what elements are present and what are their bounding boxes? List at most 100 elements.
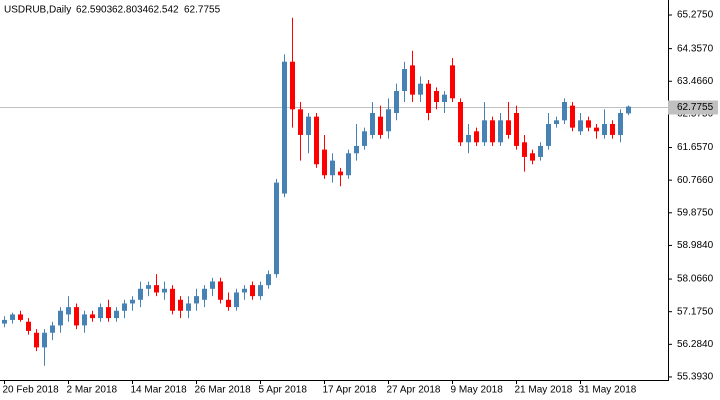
candle-body <box>282 61 287 194</box>
candle-body <box>210 281 215 289</box>
y-tick-label: 65.2750 <box>677 10 714 21</box>
y-tick-label: 61.6570 <box>677 142 714 153</box>
candle-body <box>298 109 303 135</box>
x-tick-label: 27 Apr 2018 <box>387 385 441 396</box>
x-tick-label: 31 May 2018 <box>579 385 637 396</box>
candle-body <box>378 116 383 135</box>
candle-body <box>50 325 55 333</box>
candle-body <box>442 94 447 102</box>
candle-body <box>458 101 463 143</box>
candle-body <box>402 69 407 92</box>
y-tick-label: 56.2840 <box>677 339 714 350</box>
candle-body <box>258 285 263 297</box>
candle-body <box>506 120 511 135</box>
candle-body <box>130 299 135 304</box>
y-tick-label: 57.1750 <box>677 306 714 317</box>
x-tick-label: 9 May 2018 <box>451 385 504 396</box>
candle-body <box>98 307 103 319</box>
candle-body <box>586 120 591 128</box>
candle-body <box>306 116 311 135</box>
x-tick-label: 5 Apr 2018 <box>259 385 308 396</box>
candle-body <box>218 281 223 300</box>
header-low: 62.542 <box>148 5 179 16</box>
candle-body <box>42 332 47 348</box>
candle-body <box>474 131 479 143</box>
chart-title: USDRUB,Daily <box>4 5 71 16</box>
candle-body <box>514 112 519 146</box>
candle-body <box>162 288 167 293</box>
candle-body <box>338 171 343 176</box>
candle-body <box>602 123 607 135</box>
candle-body <box>10 314 15 320</box>
candle-body <box>546 123 551 146</box>
candle-body <box>370 112 375 135</box>
candle-body <box>562 101 567 121</box>
candle-body <box>186 303 191 311</box>
candle-body <box>290 61 295 110</box>
candle-body <box>354 145 359 154</box>
candle-body <box>66 307 71 315</box>
candle-body <box>594 127 599 132</box>
candle-body <box>18 314 23 320</box>
candle-body <box>394 91 399 113</box>
candle-body <box>530 153 535 161</box>
candle-body <box>106 307 111 319</box>
y-tick-label: 63.4660 <box>677 76 714 87</box>
x-tick-label: 26 Mar 2018 <box>195 385 252 396</box>
candle-body <box>154 285 159 293</box>
candle-body <box>178 299 183 311</box>
price-label-box <box>668 100 718 115</box>
y-tick-label: 64.3570 <box>677 43 714 54</box>
candle-body <box>538 145 543 157</box>
candle-body <box>202 288 207 300</box>
candle-body <box>362 131 367 146</box>
candle-body <box>386 109 391 132</box>
y-tick-label: 58.9840 <box>677 240 714 251</box>
candle-body <box>426 83 431 113</box>
x-tick-label: 21 May 2018 <box>515 385 573 396</box>
candle-body <box>170 288 175 311</box>
price-label: 62.7755 <box>677 102 714 113</box>
candle-body <box>138 288 143 300</box>
candle-body <box>266 274 271 286</box>
x-tick-label: 20 Feb 2018 <box>3 385 60 396</box>
candle-body <box>330 160 335 176</box>
candle-body <box>314 116 319 165</box>
candle-body <box>610 123 615 135</box>
y-tick-label: 59.8750 <box>677 207 714 218</box>
candle-body <box>114 310 119 319</box>
candle-body <box>250 285 255 297</box>
candle-body <box>498 120 503 143</box>
candle-body <box>522 142 527 157</box>
candle-body <box>242 288 247 293</box>
candle-body <box>58 310 63 326</box>
candle-body <box>34 332 39 348</box>
candle-body <box>82 314 87 326</box>
header-close: 62.7755 <box>184 5 221 16</box>
candle-body <box>122 303 127 311</box>
x-tick-label: 17 Apr 2018 <box>323 385 377 396</box>
candle-body <box>346 153 351 176</box>
candle-body <box>322 149 327 176</box>
candle-body <box>554 120 559 124</box>
header-high: 62.8034 <box>112 5 149 16</box>
x-tick-label: 14 Mar 2018 <box>131 385 188 396</box>
candle-body <box>578 120 583 132</box>
candle-body <box>74 307 79 326</box>
candle-body <box>618 112 623 135</box>
y-tick-label: 55.3930 <box>677 372 714 383</box>
candle-body <box>482 120 487 143</box>
candle-body <box>274 182 279 275</box>
candle-body <box>26 321 31 331</box>
y-tick-label: 60.7660 <box>677 175 714 186</box>
candle-body <box>234 292 239 308</box>
x-tick-label: 2 Mar 2018 <box>67 385 118 396</box>
header-open: 62.5903 <box>76 5 113 16</box>
candle-body <box>466 134 471 143</box>
candle-body <box>570 105 575 128</box>
candle-body <box>410 65 415 95</box>
candle-body <box>2 319 7 324</box>
candle-body <box>90 314 95 319</box>
